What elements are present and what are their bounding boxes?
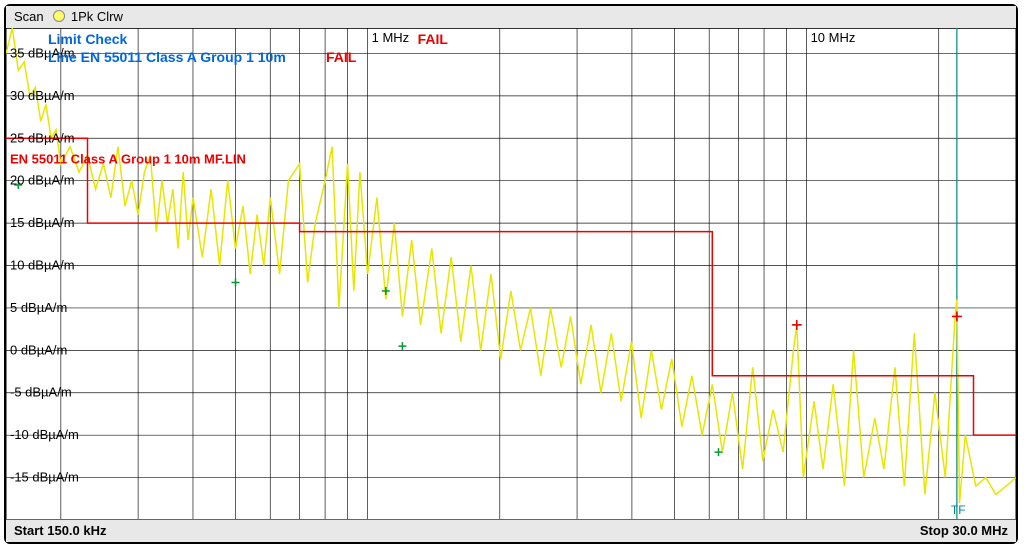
trace-marker-dot (53, 10, 65, 22)
top-status-bar: Scan 1Pk Clrw (6, 6, 1016, 29)
svg-text:30 dBµA/m: 30 dBµA/m (10, 88, 75, 103)
svg-text:5 dBµA/m: 5 dBµA/m (10, 300, 67, 315)
scan-label: Scan (14, 9, 44, 24)
plot-area: TF -15 dBµA/m -10 dBµA/m -5 dBµA/m 0 dBµA/m 5… (6, 28, 1016, 520)
bottom-status-bar: Start 150.0 kHz Stop 30.0 MHz (6, 519, 1016, 542)
svg-text:10 dBµA/m: 10 dBµA/m (10, 258, 75, 273)
svg-text:FAIL: FAIL (326, 49, 357, 65)
svg-text:20 dBµA/m: 20 dBµA/m (10, 173, 75, 188)
analyzer-frame: Scan 1Pk Clrw TF -15 dBµA/m -10 dBµA/m -5 d… (4, 4, 1018, 544)
svg-text:1 MHz: 1 MHz (372, 30, 410, 45)
trace-mode-label: 1Pk Clrw (71, 9, 123, 24)
svg-text:0 dBµA/m: 0 dBµA/m (10, 342, 67, 357)
svg-text:TF: TF (951, 503, 966, 517)
svg-text:FAIL: FAIL (418, 31, 449, 47)
start-freq-label: Start 150.0 kHz (14, 520, 107, 542)
plot-svg: TF -15 dBµA/m -10 dBµA/m -5 dBµA/m 0 dBµA/m 5… (6, 28, 1016, 520)
svg-text:Line EN 55011 Class A Group 1: Line EN 55011 Class A Group 1 10m (48, 49, 286, 65)
svg-text:-5 dBµA/m: -5 dBµA/m (10, 385, 72, 400)
stop-freq-label: Stop 30.0 MHz (920, 520, 1008, 542)
svg-text:EN 55011 Class A Group 1 10m M: EN 55011 Class A Group 1 10m MF.LIN (10, 151, 246, 166)
svg-text:25 dBµA/m: 25 dBµA/m (10, 130, 75, 145)
svg-text:Limit Check: Limit Check (48, 31, 128, 47)
svg-text:-15 dBµA/m: -15 dBµA/m (10, 470, 79, 485)
svg-text:15 dBµA/m: 15 dBµA/m (10, 215, 75, 230)
svg-text:-10 dBµA/m: -10 dBµA/m (10, 427, 79, 442)
svg-text:10 MHz: 10 MHz (811, 30, 856, 45)
